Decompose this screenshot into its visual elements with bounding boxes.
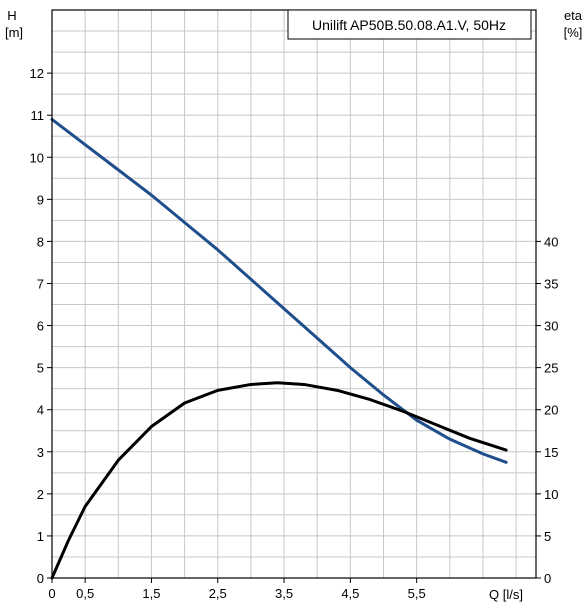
y-left-title-line1: H (7, 8, 16, 23)
y-left-tick-label: 4 (37, 403, 44, 418)
y-right-tick-label: 5 (544, 529, 551, 544)
y-left-tick-label: 0 (37, 571, 44, 586)
y-left-tick-label: 2 (37, 487, 44, 502)
y-left-title-line2: [m] (5, 25, 23, 40)
y-right-title-line2: [%] (564, 25, 583, 40)
y-right-title-line1: eta (564, 8, 583, 23)
x-axis-title: Q [l/s] (489, 587, 523, 602)
legend-layer: Unilift AP50B.50.08.A1.V, 50Hz (287, 9, 532, 40)
y-right-tick-label: 25 (544, 361, 558, 376)
y-left-tick-label: 5 (37, 361, 44, 376)
y-left-tick-label: 9 (37, 192, 44, 207)
series-layer (50, 117, 508, 580)
legend-title: Unilift AP50B.50.08.A1.V, 50Hz (312, 17, 506, 33)
y-left-tick-label: 12 (30, 66, 44, 81)
x-tick-label: 3,5 (275, 586, 293, 601)
head-curve (50, 117, 508, 464)
y-right-tick-label: 10 (544, 487, 558, 502)
legend-box (287, 9, 532, 40)
x-tick-label: 0 (48, 586, 55, 601)
y-right-tick-label: 30 (544, 319, 558, 334)
x-tick-label: 0,5 (76, 586, 94, 601)
x-tick-label: 1,5 (142, 586, 160, 601)
axes-layer: 0 0,5 1,5 2,5 3,5 4,5 5,5012345678910111205101… (30, 9, 558, 601)
efficiency-curve (50, 381, 508, 580)
y-left-tick-label: 1 (37, 529, 44, 544)
grid-layer (52, 10, 536, 578)
x-tick-label: 5,5 (408, 586, 426, 601)
y-left-tick-label: 7 (37, 276, 44, 291)
y-left-tick-label: 11 (31, 108, 45, 123)
y-right-tick-label: 35 (544, 276, 558, 291)
y-left-tick-label: 3 (37, 445, 44, 460)
plot-border (51, 9, 537, 579)
y-right-tick-label: 15 (544, 445, 558, 460)
y-left-tick-label: 10 (30, 150, 44, 165)
y-right-tick-label: 20 (544, 403, 558, 418)
y-right-tick-label: 0 (544, 571, 551, 586)
y-left-tick-label: 8 (37, 234, 44, 249)
y-right-tick-label: 40 (544, 234, 558, 249)
labels-layer: H [m] eta [%] Q [l/s] (5, 8, 583, 602)
y-left-tick-label: 6 (37, 319, 44, 334)
x-tick-label: 2,5 (209, 586, 227, 601)
x-tick-label: 4,5 (341, 586, 359, 601)
